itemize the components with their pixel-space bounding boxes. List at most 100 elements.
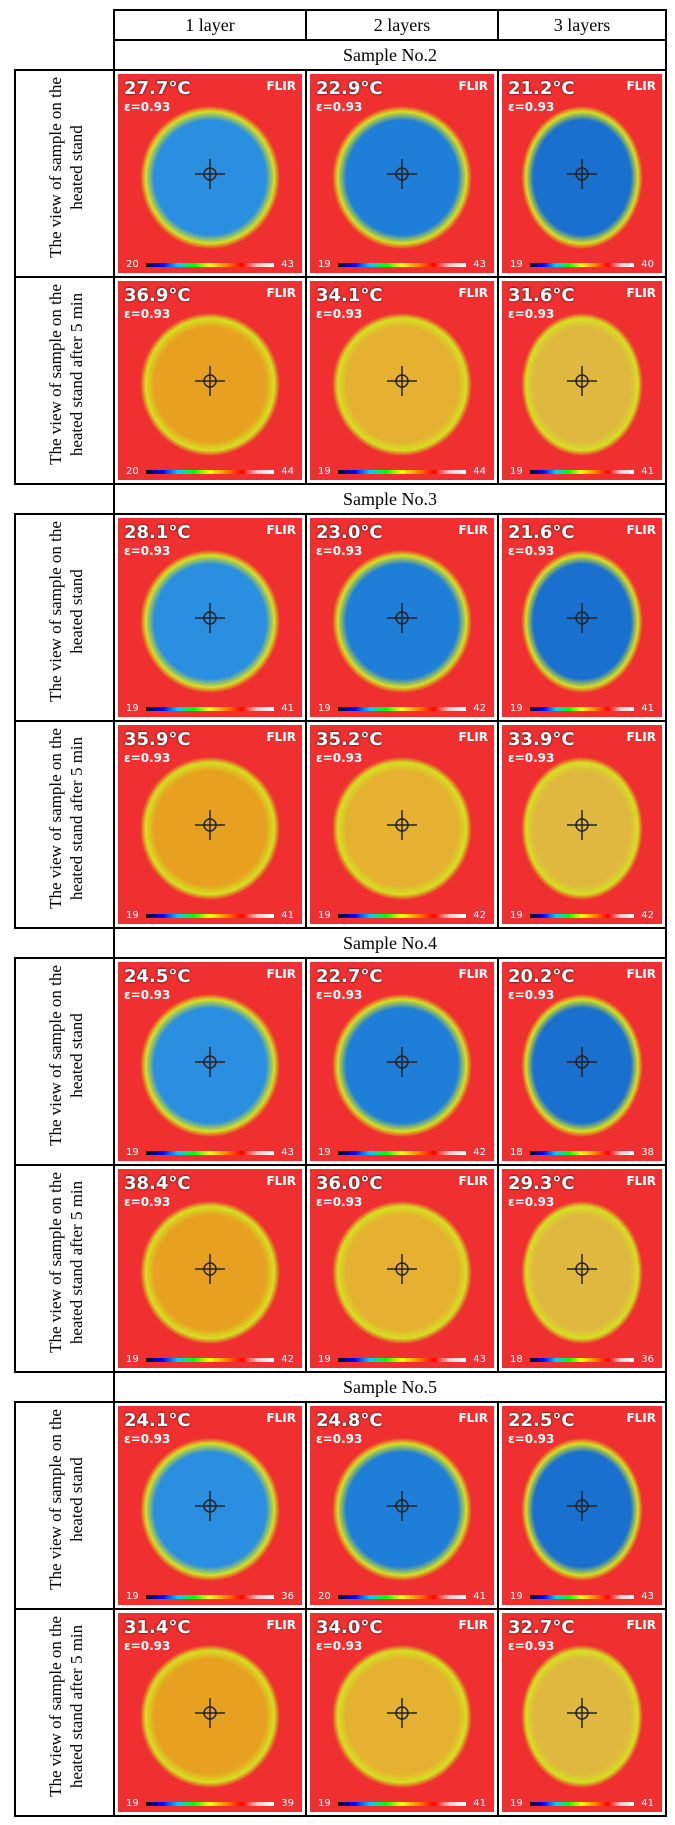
row-label: The view of sample on the heated stand a… xyxy=(23,721,108,916)
scale-max: 43 xyxy=(641,1591,654,1602)
camera-brand: FLIR xyxy=(458,730,488,744)
temperature: 35.2°C xyxy=(316,729,383,750)
thermal-cell: 36.0°Cε=0.93FLIR1943 xyxy=(305,1164,499,1373)
scale-min: 19 xyxy=(510,910,523,921)
thermal-image: 21.6°Cε=0.93FLIR1941 xyxy=(502,518,662,717)
scale-max: 41 xyxy=(641,1798,654,1809)
scale-min: 19 xyxy=(126,1798,139,1809)
crosshair xyxy=(195,810,225,840)
scale-min: 19 xyxy=(318,466,331,477)
crosshair xyxy=(387,366,417,396)
thermal-image: 22.9°Cε=0.93FLIR1943 xyxy=(310,74,494,273)
temperature: 34.1°C xyxy=(316,285,383,306)
thermal-image: 28.1°Cε=0.93FLIR1941 xyxy=(118,518,302,717)
sample-header: Sample No.4 xyxy=(113,927,667,959)
emissivity: ε=0.93 xyxy=(316,100,362,114)
camera-brand: FLIR xyxy=(266,79,296,93)
scale-max: 43 xyxy=(473,1354,486,1365)
color-scale xyxy=(338,470,466,474)
scale-min: 20 xyxy=(318,1591,331,1602)
emissivity: ε=0.93 xyxy=(508,1639,554,1653)
thermal-cell: 24.1°Cε=0.93FLIR1936 xyxy=(113,1401,307,1610)
camera-brand: FLIR xyxy=(458,79,488,93)
crosshair xyxy=(567,1698,597,1728)
temperature: 28.1°C xyxy=(124,522,191,543)
crosshair xyxy=(567,159,597,189)
camera-brand: FLIR xyxy=(626,1411,656,1425)
scale-min: 19 xyxy=(126,1591,139,1602)
scale-max: 41 xyxy=(641,466,654,477)
temperature: 31.6°C xyxy=(508,285,575,306)
crosshair xyxy=(195,159,225,189)
scale-min: 18 xyxy=(510,1354,523,1365)
emissivity: ε=0.93 xyxy=(124,307,170,321)
scale-min: 19 xyxy=(126,1147,139,1158)
emissivity: ε=0.93 xyxy=(316,544,362,558)
row-label: The view of sample on the heated stand xyxy=(23,70,108,265)
temperature: 24.1°C xyxy=(124,1410,191,1431)
color-scale xyxy=(338,263,466,267)
camera-brand: FLIR xyxy=(626,967,656,981)
color-scale xyxy=(146,263,274,267)
emissivity: ε=0.93 xyxy=(124,100,170,114)
color-scale xyxy=(146,1802,274,1806)
scale-min: 19 xyxy=(510,1591,523,1602)
temperature: 35.9°C xyxy=(124,729,191,750)
color-scale xyxy=(146,1358,274,1362)
scale-max: 43 xyxy=(281,1147,294,1158)
emissivity: ε=0.93 xyxy=(316,1195,362,1209)
camera-brand: FLIR xyxy=(458,523,488,537)
scale-max: 41 xyxy=(473,1591,486,1602)
scale-min: 19 xyxy=(318,910,331,921)
thermal-cell: 35.9°Cε=0.93FLIR1941 xyxy=(113,720,307,929)
camera-brand: FLIR xyxy=(458,1174,488,1188)
temperature: 34.0°C xyxy=(316,1617,383,1638)
camera-brand: FLIR xyxy=(266,523,296,537)
row-label: The view of sample on the heated stand xyxy=(23,514,108,709)
emissivity: ε=0.93 xyxy=(508,100,554,114)
column-header: 2 layers xyxy=(305,9,499,41)
color-scale xyxy=(338,1802,466,1806)
crosshair xyxy=(195,1047,225,1077)
sample-header: Sample No.2 xyxy=(113,39,667,71)
scale-min: 19 xyxy=(510,466,523,477)
sample-header: Sample No.5 xyxy=(113,1371,667,1403)
emissivity: ε=0.93 xyxy=(316,988,362,1002)
crosshair xyxy=(387,159,417,189)
crosshair xyxy=(387,1698,417,1728)
emissivity: ε=0.93 xyxy=(508,1195,554,1209)
camera-brand: FLIR xyxy=(266,1174,296,1188)
camera-brand: FLIR xyxy=(626,1618,656,1632)
thermal-image: 34.1°Cε=0.93FLIR1944 xyxy=(310,281,494,480)
crosshair xyxy=(387,603,417,633)
temperature: 22.9°C xyxy=(316,78,383,99)
emissivity: ε=0.93 xyxy=(124,751,170,765)
thermal-image: 35.9°Cε=0.93FLIR1941 xyxy=(118,725,302,924)
crosshair xyxy=(387,1047,417,1077)
crosshair xyxy=(567,603,597,633)
crosshair xyxy=(195,366,225,396)
thermal-image: 35.2°Cε=0.93FLIR1942 xyxy=(310,725,494,924)
crosshair xyxy=(567,1047,597,1077)
scale-max: 41 xyxy=(281,910,294,921)
emissivity: ε=0.93 xyxy=(124,1639,170,1653)
page: 1 layer2 layers3 layersSample No.2The vi… xyxy=(0,0,675,1825)
color-scale xyxy=(530,914,634,918)
thermal-cell: 22.7°Cε=0.93FLIR1942 xyxy=(305,957,499,1166)
camera-brand: FLIR xyxy=(626,1174,656,1188)
color-scale xyxy=(530,1595,634,1599)
emissivity: ε=0.93 xyxy=(316,751,362,765)
scale-max: 36 xyxy=(281,1591,294,1602)
temperature: 27.7°C xyxy=(124,78,191,99)
color-scale xyxy=(146,914,274,918)
temperature: 24.5°C xyxy=(124,966,191,987)
